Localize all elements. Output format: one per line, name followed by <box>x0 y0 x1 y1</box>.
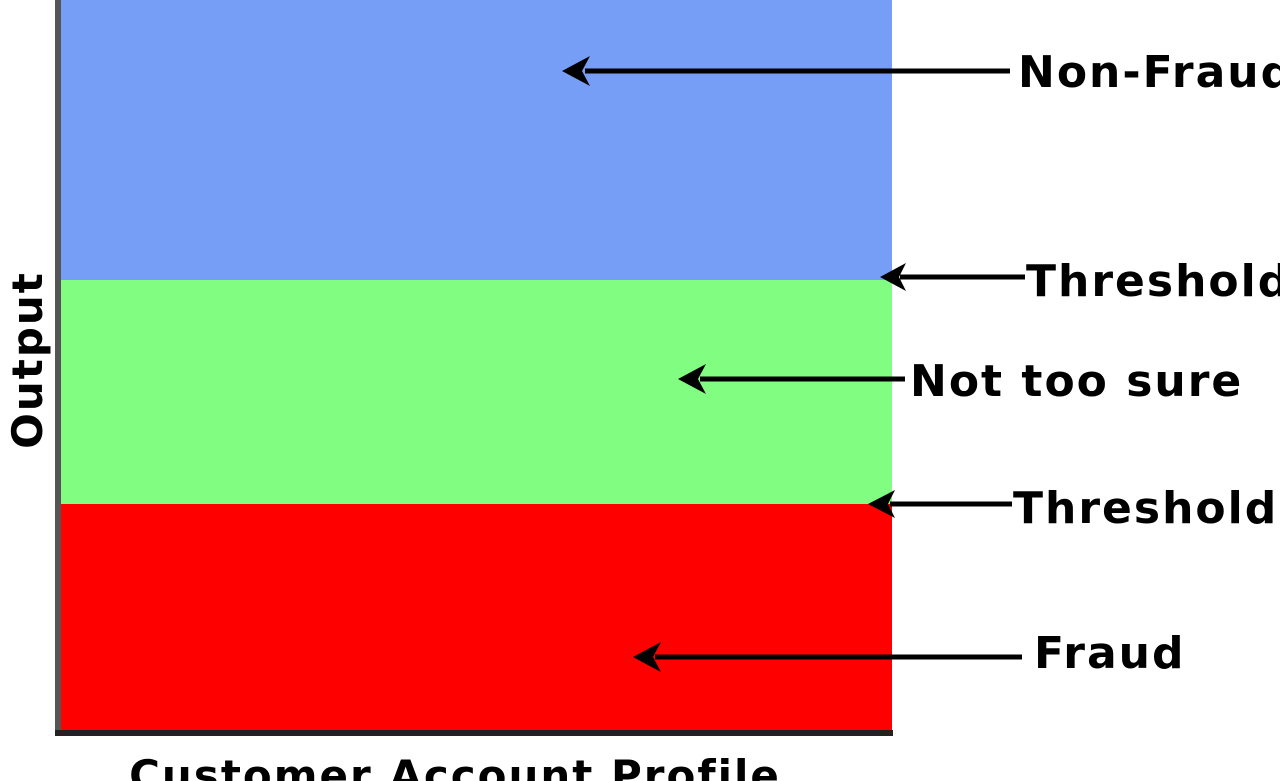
x-axis-label: Customer Account Profile <box>129 751 781 781</box>
threshold-lower-arrow <box>868 490 1012 518</box>
threshold-upper-arrow <box>880 263 1025 291</box>
not-too-sure-arrow <box>678 364 905 394</box>
not-too-sure-label: Not too sure <box>910 356 1243 407</box>
threshold-lower-label: Threshold <box>1013 483 1278 534</box>
non-fraud-arrow <box>562 56 1010 86</box>
y-axis-label: Output <box>3 271 52 449</box>
non-fraud-band <box>58 0 892 280</box>
not-too-sure-band <box>58 280 892 504</box>
fraud-band <box>58 504 892 732</box>
non-fraud-label: Non-Fraud <box>1018 47 1280 98</box>
fraud-arrow <box>633 642 1022 672</box>
fraud-label: Fraud <box>1034 628 1185 679</box>
threshold-upper-label: Threshold <box>1026 256 1280 307</box>
